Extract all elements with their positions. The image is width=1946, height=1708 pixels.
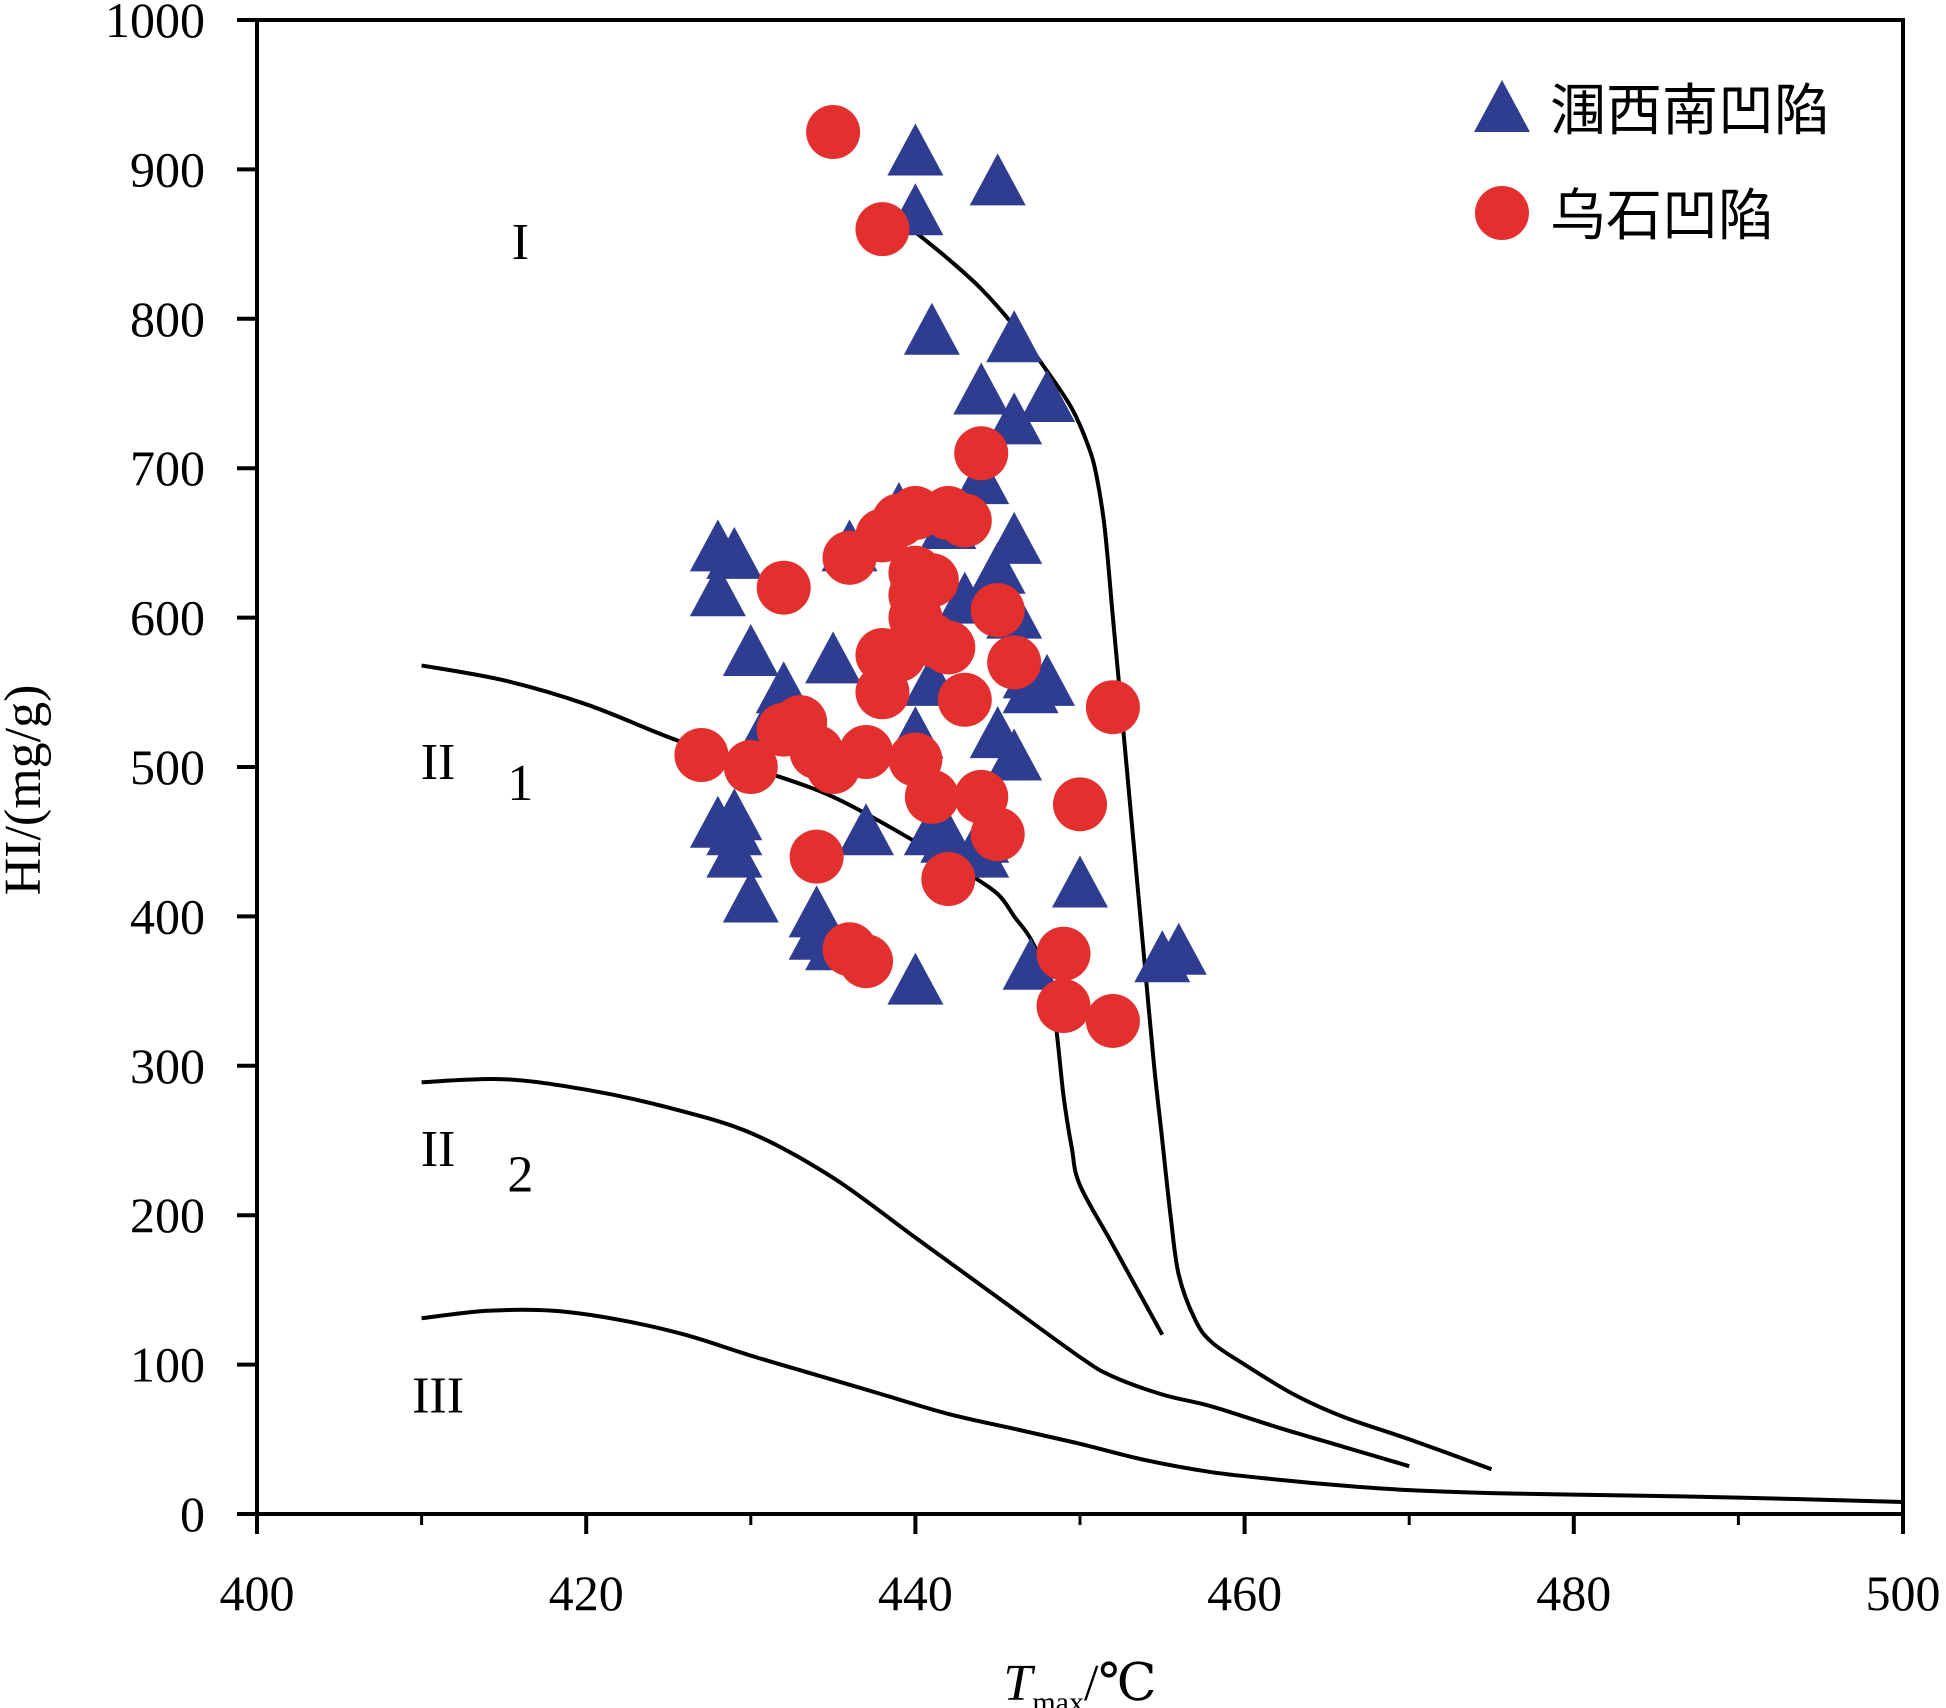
data-point-circle	[1085, 993, 1140, 1048]
legend-triangle-marker	[1474, 80, 1530, 132]
legend-item-wushi: 乌石凹陷	[1475, 184, 1774, 249]
y-tick-label: 800	[130, 291, 205, 347]
y-tick-label: 600	[130, 590, 205, 646]
data-point-triangle	[953, 362, 1010, 415]
y-tick-label: 700	[130, 440, 205, 496]
data-point-circle	[987, 635, 1042, 690]
y-axis-title: HI/(mg/g)	[0, 685, 52, 896]
data-point-circle	[1053, 777, 1107, 832]
data-point-circle	[1036, 926, 1091, 981]
curves-layer	[421, 230, 1904, 1504]
data-point-circle	[839, 725, 894, 780]
legend-label-wushi: 乌石凹陷	[1550, 184, 1774, 249]
y-tick-label: 100	[130, 1337, 205, 1393]
data-point-circle	[723, 740, 778, 794]
data-point-triangle	[689, 564, 746, 617]
data-point-triangle	[986, 392, 1043, 445]
data-point-circle	[806, 105, 861, 160]
region-label: 1	[507, 755, 533, 812]
data-point-circle	[1085, 680, 1140, 735]
region-label: II	[421, 734, 456, 791]
data-point-triangle	[706, 526, 763, 579]
legend-item-weixinan: 涠西南凹陷	[1474, 79, 1830, 144]
data-point-triangle	[1150, 922, 1207, 975]
data-point-circle	[839, 934, 894, 989]
x-axis-title-unit: /℃	[1084, 1655, 1157, 1708]
legend-label-weixinan: 涠西南凹陷	[1550, 79, 1830, 144]
data-point-circle	[789, 829, 844, 884]
legend-circle-marker	[1475, 186, 1529, 240]
y-tick-label: 1000	[105, 0, 205, 48]
data-point-circle	[904, 769, 959, 824]
data-point-circle	[756, 560, 811, 615]
region-label: III	[412, 1367, 464, 1424]
data-point-circle	[674, 728, 729, 783]
data-point-circle	[921, 852, 976, 907]
x-axis-title-main: T	[1003, 1655, 1035, 1708]
x-tick-label: 480	[1536, 1565, 1611, 1621]
data-point-circle	[855, 202, 910, 257]
data-point-triangle	[887, 952, 944, 1005]
y-tick-label: 200	[130, 1187, 205, 1243]
data-points-layer	[674, 105, 1207, 1048]
data-point-triangle	[805, 631, 862, 684]
data-point-circle	[921, 620, 976, 675]
data-point-triangle	[838, 803, 895, 856]
data-point-circle	[970, 583, 1025, 638]
y-axis: 0 100 200 300 400 500 600 700 800 900 1000	[105, 0, 257, 1542]
region-label: II	[421, 1121, 456, 1178]
x-tick-label: 500	[1866, 1565, 1941, 1621]
data-point-circle	[937, 672, 992, 727]
x-axis-title: Tmax/℃	[1003, 1655, 1156, 1708]
y-tick-label: 0	[180, 1486, 205, 1542]
data-point-triangle	[920, 810, 977, 863]
y-tick-label: 500	[130, 739, 205, 795]
data-point-triangle	[1002, 937, 1059, 990]
y-tick-label: 400	[130, 888, 205, 944]
curve-boundary-II2-III	[421, 1076, 1410, 1469]
y-tick-label: 300	[130, 1038, 205, 1094]
data-point-circle	[954, 426, 1009, 481]
data-point-triangle	[722, 870, 779, 923]
data-point-triangle	[986, 310, 1043, 363]
region-label: 2	[507, 1146, 533, 1203]
curve-boundary-III-lower	[421, 1307, 1904, 1504]
data-point-circle	[1036, 979, 1091, 1034]
region-label: I	[512, 214, 529, 271]
data-point-triangle	[986, 511, 1043, 564]
curve-boundary-I-II1	[914, 230, 1493, 1472]
data-point-circle	[970, 807, 1025, 862]
x-tick-label: 420	[549, 1565, 624, 1621]
y-tick-label: 900	[130, 141, 205, 197]
data-point-triangle	[986, 728, 1043, 781]
curve-boundary-II1-II2	[421, 663, 1165, 1336]
data-point-triangle	[706, 825, 763, 878]
legend: 涠西南凹陷 乌石凹陷	[1474, 79, 1830, 249]
x-tick-label: 440	[878, 1565, 953, 1621]
data-point-triangle	[1019, 653, 1076, 706]
data-point-triangle	[969, 153, 1026, 206]
x-axis-title-sub: max	[1032, 1686, 1084, 1708]
data-point-triangle	[903, 302, 960, 355]
x-axis: 400 420 440 460 480 500	[220, 1514, 1941, 1621]
data-point-triangle	[969, 541, 1026, 594]
data-point-circle	[855, 665, 910, 720]
x-tick-label: 460	[1207, 1565, 1282, 1621]
data-point-triangle	[887, 123, 944, 176]
x-tick-label: 400	[220, 1565, 295, 1621]
data-point-triangle	[1052, 855, 1108, 908]
data-point-triangle	[1019, 369, 1076, 422]
data-point-circle	[937, 493, 992, 548]
data-point-triangle	[722, 623, 779, 676]
